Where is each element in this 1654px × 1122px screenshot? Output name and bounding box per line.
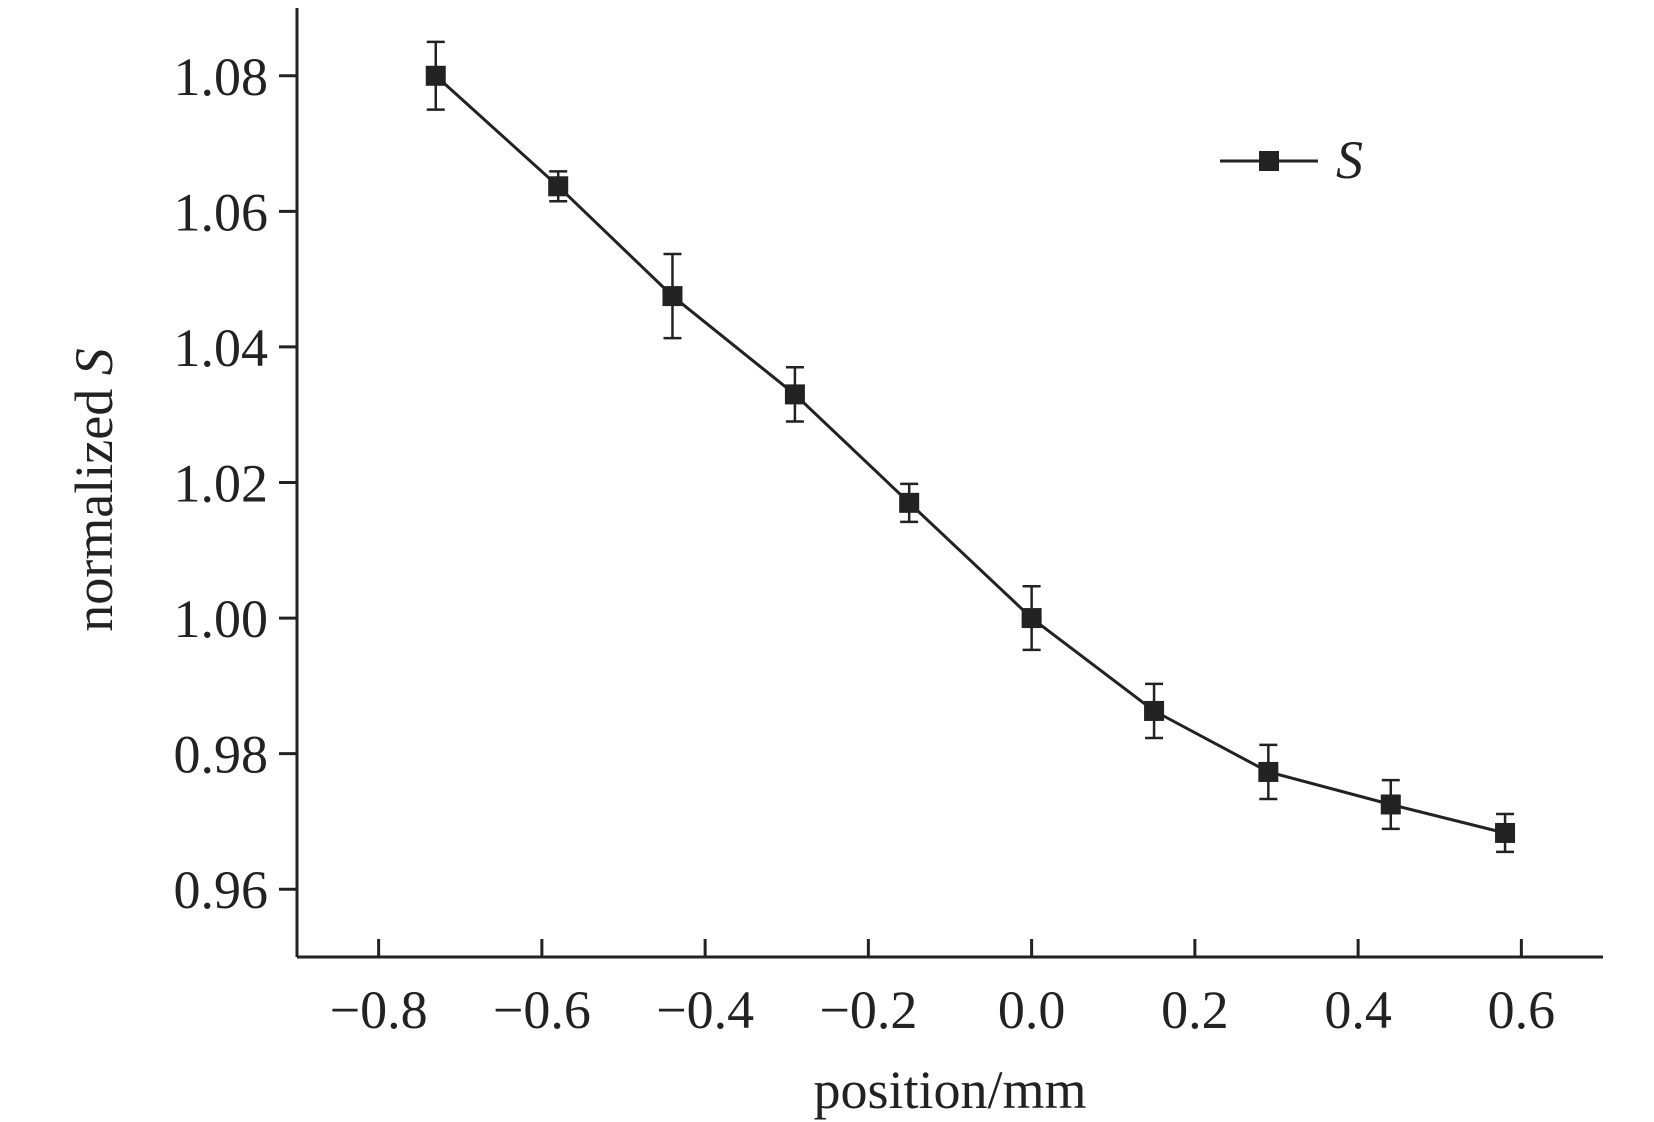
series-line	[434, 74, 1506, 835]
x-axis-title: position/mm	[813, 1060, 1086, 1120]
data-point	[425, 65, 446, 86]
y-tick-label: 1.08	[174, 47, 269, 107]
y-tick-label: 1.06	[174, 182, 269, 242]
x-tick-label: −0.6	[493, 980, 591, 1040]
axes	[295, 8, 1603, 959]
data-point	[1021, 608, 1042, 629]
data-point	[1258, 761, 1279, 782]
y-ticks: 0.96 0.98 1.00 1.02 1.04 1.06 1.08	[174, 47, 297, 920]
x-tick-label: −0.8	[330, 980, 428, 1040]
data-point	[1144, 700, 1165, 721]
y-tick-label: 1.04	[174, 318, 269, 378]
y-axis-title-var: S	[64, 348, 124, 375]
data-point	[1380, 794, 1401, 815]
x-ticks: −0.8 −0.6 −0.4 −0.2 0.0 0.2 0.4 0.6	[330, 939, 1555, 1040]
y-tick-label: 1.02	[174, 454, 269, 514]
x-tick-label: 0.0	[998, 980, 1066, 1040]
y-tick-label: 0.98	[174, 725, 269, 785]
y-tick-label: 1.00	[174, 589, 269, 649]
plot-area	[425, 40, 1516, 854]
x-tick-label: 0.2	[1161, 980, 1229, 1040]
y-axis-title: normalized S	[64, 348, 124, 631]
data-point	[662, 286, 683, 307]
legend-label: S	[1336, 130, 1363, 190]
x-tick-label: 0.4	[1324, 980, 1392, 1040]
legend: S	[1220, 130, 1363, 190]
data-point	[548, 176, 569, 197]
y-tick-label: 0.96	[174, 860, 269, 920]
x-tick-label: 0.6	[1488, 980, 1556, 1040]
x-tick-label: −0.4	[656, 980, 754, 1040]
legend-marker	[1259, 151, 1279, 171]
data-point	[784, 384, 805, 405]
data-point	[1495, 822, 1516, 843]
data-point	[899, 492, 920, 513]
x-tick-label: −0.2	[819, 980, 917, 1040]
y-axis-title-prefix: normalized	[64, 375, 124, 631]
